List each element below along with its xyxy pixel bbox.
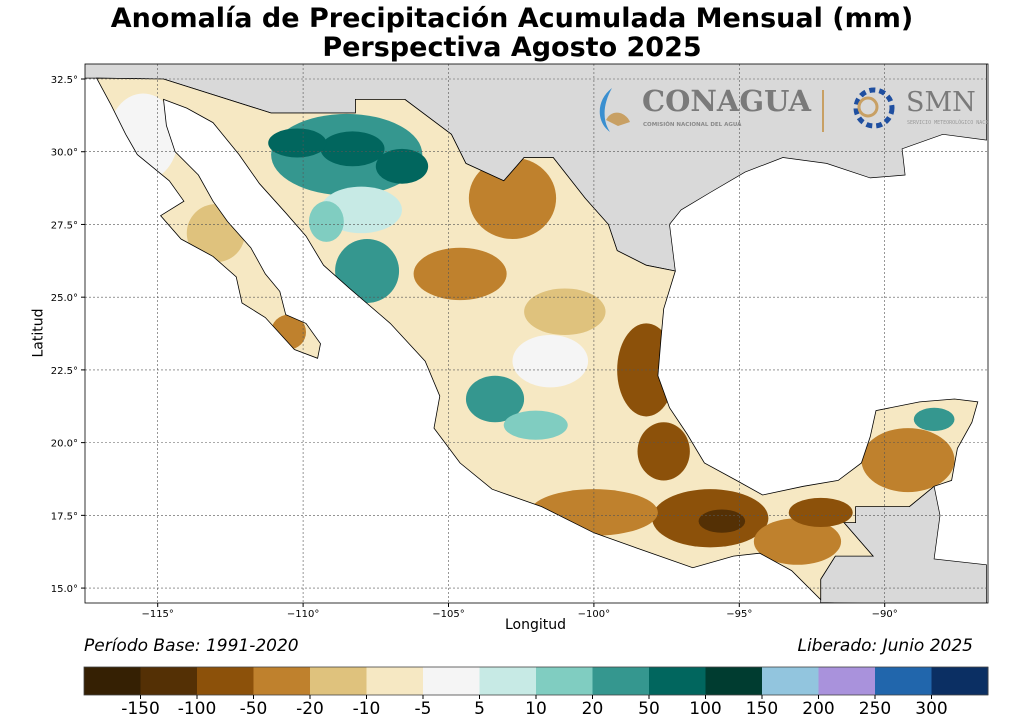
release-date: Liberado: Junio 2025 xyxy=(797,636,973,656)
colorbar-label: 5 xyxy=(474,699,485,719)
base-period: Período Base: 1991-2020 xyxy=(84,636,299,656)
conagua-logo: CONAGUA COMISIÓN NACIONAL DEL AGUA xyxy=(599,84,812,132)
y-tick-label: 27.5° xyxy=(51,220,78,231)
y-tick-label: 20.0° xyxy=(51,439,78,450)
plot-frame xyxy=(84,63,989,604)
anomaly-region xyxy=(320,131,385,167)
colorbar-label: 100 xyxy=(689,699,721,719)
colorbar-swatch xyxy=(931,667,989,695)
colorbar-label: 50 xyxy=(638,699,660,719)
x-tick-label: −95° xyxy=(726,609,752,620)
anomaly-region xyxy=(637,422,690,481)
anomaly-region xyxy=(861,428,955,493)
x-axis-label: Longitud xyxy=(505,617,567,633)
colorbar-label: -150 xyxy=(121,699,160,719)
map-subtitle: Perspectiva Agosto 2025 xyxy=(322,32,702,63)
y-tick-label: 17.5° xyxy=(51,511,78,522)
anomaly-region xyxy=(512,334,589,388)
anomaly-region xyxy=(335,238,400,303)
smn-logo: SMN SERVICIO METEOROLÓGICO NACIONAL xyxy=(853,87,1000,129)
colorbar-swatch xyxy=(762,667,819,695)
colorbar-label: -50 xyxy=(240,699,268,719)
conagua-subtitle: COMISIÓN NACIONAL DEL AGUA xyxy=(643,121,742,128)
map-title: Anomalía de Precipitación Acumulada Mens… xyxy=(110,3,914,34)
anomaly-region xyxy=(468,157,557,239)
anomaly-region xyxy=(753,518,842,565)
colorbar-swatch xyxy=(536,667,593,695)
anomaly-region xyxy=(375,148,429,184)
colorbar-swatch xyxy=(649,667,706,695)
anomaly-region xyxy=(698,509,746,533)
colorbar-swatch xyxy=(197,667,254,695)
colorbar-label: -10 xyxy=(353,699,381,719)
colorbar-swatch xyxy=(253,667,311,695)
anomaly-region xyxy=(268,128,327,158)
colorbar-label: -100 xyxy=(178,699,217,719)
colorbar-swatch xyxy=(366,667,424,695)
colorbar-swatch xyxy=(140,667,198,695)
colorbar-swatch xyxy=(479,667,537,695)
colorbar-swatch xyxy=(818,667,876,695)
colorbar-label: 300 xyxy=(915,699,947,719)
x-tick-label: −110° xyxy=(287,609,319,620)
x-tick-label: −105° xyxy=(432,609,464,620)
colorbar-swatch xyxy=(310,667,367,695)
x-tick-label: −90° xyxy=(872,609,898,620)
anomaly-region xyxy=(503,410,568,440)
anomaly-region xyxy=(913,407,955,431)
x-tick-label: −115° xyxy=(141,609,173,620)
colorbar-label: 20 xyxy=(582,699,604,719)
smn-wordmark: SMN xyxy=(906,87,976,118)
colorbar-swatch xyxy=(705,667,763,695)
colorbar-label: 10 xyxy=(525,699,547,719)
colorbar-label: 200 xyxy=(802,699,834,719)
colorbar: -150 -100 -50 -20 -10 -5 5 10 20 50 100 150 200 250 30… xyxy=(83,666,989,719)
y-tick-label: 15.0° xyxy=(51,584,78,595)
colorbar-swatch xyxy=(592,667,650,695)
x-tick-label: −100° xyxy=(578,609,610,620)
anomaly-region xyxy=(308,201,344,242)
mexico-coastline xyxy=(95,77,979,601)
anomaly-region xyxy=(524,288,606,335)
y-tick-label: 32.5° xyxy=(51,75,78,86)
colorbar-label: -5 xyxy=(415,699,432,719)
y-tick-label: 25.0° xyxy=(51,293,78,304)
anomaly-region xyxy=(465,375,525,423)
y-tick-label: 22.5° xyxy=(51,366,78,377)
anomaly-region xyxy=(413,247,507,301)
colorbar-swatch xyxy=(875,667,932,695)
colorbar-label: 250 xyxy=(859,699,891,719)
y-tick-label: 30.0° xyxy=(51,148,78,159)
colorbar-label: -20 xyxy=(296,699,324,719)
conagua-wordmark: CONAGUA xyxy=(642,84,812,118)
colorbar-swatch xyxy=(84,667,141,695)
smn-subtitle: SERVICIO METEOROLÓGICO NACIONAL xyxy=(907,119,1000,126)
logos: CONAGUA COMISIÓN NACIONAL DEL AGUA SMN S… xyxy=(599,84,1000,132)
y-axis-label: Latitud xyxy=(30,308,47,358)
colorbar-swatch xyxy=(423,667,480,695)
colorbar-label: 150 xyxy=(746,699,778,719)
anomaly-region xyxy=(788,497,853,527)
